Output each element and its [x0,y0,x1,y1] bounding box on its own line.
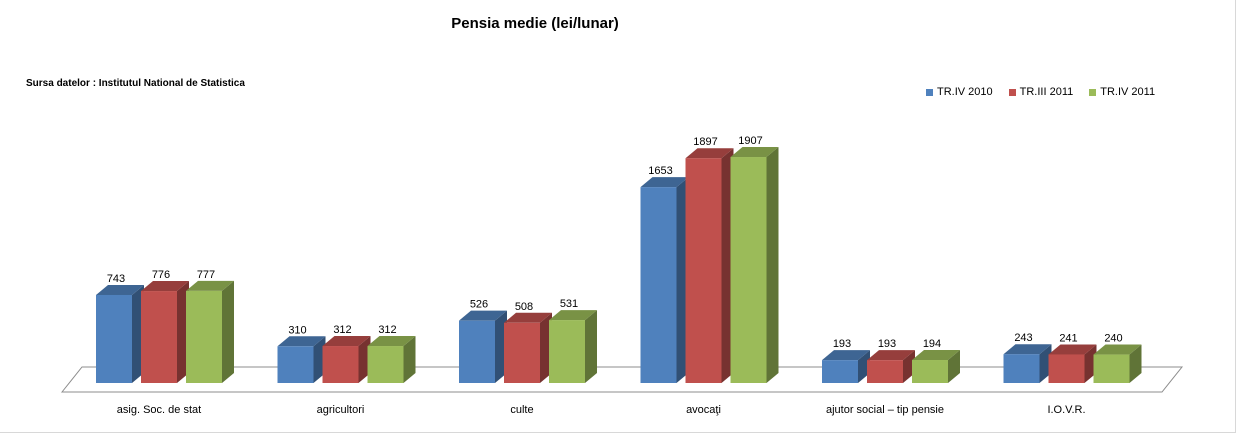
data-label-1-5: 193 [833,338,851,350]
data-label-1-1: 743 [107,273,125,285]
bar-3-3 [549,320,585,383]
data-label-2-5: 193 [878,338,896,350]
bar-2-3 [504,322,540,383]
bar-2-5 [867,360,903,383]
bar-top-2-1 [141,281,189,292]
data-label-1-4: 1653 [648,165,672,177]
source-note: Sursa datelor : Institutul National de S… [26,78,245,89]
bar-side-3-5 [948,350,960,383]
bar-1-4 [640,187,677,383]
data-label-3-5: 194 [923,338,941,350]
bar-top-1-4 [640,177,689,188]
bar-2-2 [322,346,359,383]
bar-1-5 [822,360,858,383]
data-label-2-3: 508 [515,301,533,313]
bar-top-3-1 [186,280,234,291]
bar-top-2-6 [1048,344,1097,355]
bar-3-5 [912,360,948,383]
legend: TR.IV 2010 TR.III 2011 TR.IV 2011 [926,86,1155,98]
bar-3-6 [1093,354,1130,383]
data-label-2-1: 776 [152,269,170,281]
legend-item-series-1: TR.IV 2010 [926,86,993,98]
data-label-3-4: 1907 [738,135,762,147]
chart-frame [0,0,1236,433]
data-label-2-4: 1897 [693,136,717,148]
bar-top-2-4 [685,148,734,159]
bar-top-1-3 [459,310,507,321]
bar-top-1-1 [96,284,144,295]
bar-top-2-2 [322,336,371,347]
category-label-4: avocaţi [686,404,721,416]
legend-item-series-3: TR.IV 2011 [1089,86,1155,98]
bar-top-1-5 [822,350,870,361]
data-label-2-2: 312 [333,324,351,336]
bar-2-4 [685,158,722,383]
data-label-3-2: 312 [378,324,396,336]
category-label-1: asig. Soc. de stat [117,404,201,416]
chart-title: Pensia medie (lei/lunar) [451,15,619,32]
data-label-1-6: 243 [1014,332,1032,344]
bar-3-4 [730,157,767,383]
bar-side-3-2 [403,336,416,383]
data-label-1-3: 526 [470,299,488,311]
bar-1-2 [277,346,314,383]
bar-side-3-6 [1129,344,1142,383]
data-label-3-3: 531 [560,298,578,310]
data-label-2-6: 241 [1059,332,1077,344]
bar-1-1 [96,294,132,383]
legend-swatch-series-3 [1089,88,1097,96]
bar-top-3-4 [730,147,779,158]
legend-label-series-1: TR.IV 2010 [937,86,993,98]
bar-side-3-1 [222,280,234,383]
data-label-1-2: 310 [288,324,306,336]
bar-top-1-6 [1003,344,1052,355]
bar-top-3-5 [912,350,960,361]
category-label-6: I.O.V.R. [1047,404,1085,416]
data-label-3-6: 240 [1104,333,1122,345]
legend-item-series-2: TR.III 2011 [1008,86,1074,98]
bar-top-3-3 [549,310,597,321]
data-label-3-1: 777 [197,269,215,281]
legend-label-series-2: TR.III 2011 [1019,86,1074,98]
legend-swatch-series-1 [926,88,933,96]
bar-3-1 [186,290,222,383]
bar-side-3-4 [766,147,779,383]
bar-1-3 [459,320,495,383]
bar-top-2-3 [504,312,552,323]
bar-top-1-2 [277,336,326,347]
bar-side-3-3 [585,310,597,383]
bar-3-2 [367,346,404,383]
category-label-3: culte [510,404,533,416]
bar-2-6 [1048,354,1085,383]
bar-1-6 [1003,354,1040,383]
bar-top-2-5 [867,350,915,361]
legend-swatch-series-2 [1008,88,1016,96]
category-label-2: agricultori [317,404,365,416]
category-label-5: ajutor social – tip pensie [826,404,944,416]
bar-top-3-6 [1093,344,1142,355]
bar-top-3-2 [367,336,416,347]
bar-2-1 [141,291,177,383]
legend-label-series-3: TR.IV 2011 [1100,86,1156,98]
